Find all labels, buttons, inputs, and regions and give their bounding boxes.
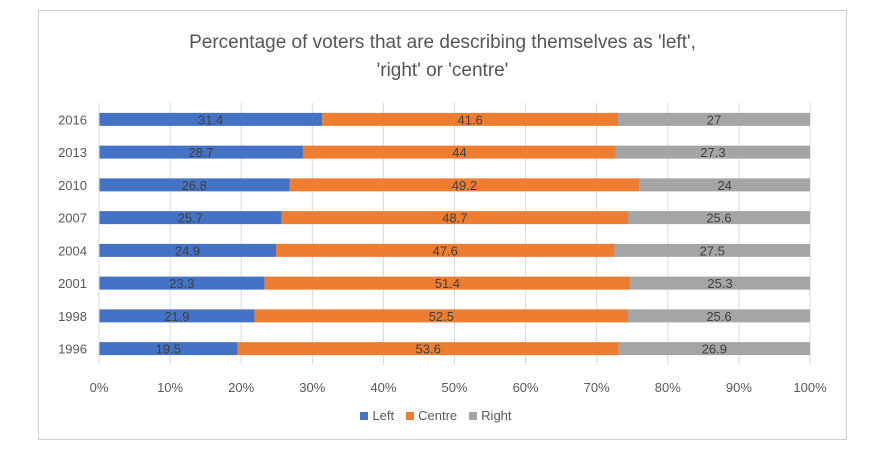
chart-legend: Left Centre Right (0, 408, 872, 423)
x-tick-label: 30% (299, 380, 325, 395)
bar-data-label: 23.3 (169, 276, 194, 291)
bar-data-label: 27.3 (700, 145, 725, 160)
bar-data-label: 24.9 (175, 243, 200, 258)
bar-segment-left (99, 276, 265, 290)
bar-segment-left (99, 243, 277, 257)
bar-segment-left (99, 342, 238, 356)
x-tick-label: 70% (584, 380, 610, 395)
chart-frame: Percentage of voters that are describing… (38, 10, 847, 440)
bar-segment-centre (237, 342, 619, 356)
bar-data-label: 47.6 (433, 243, 458, 258)
bar-data-label: 25.6 (706, 211, 731, 226)
bar-segment-right (630, 276, 810, 290)
legend-item-left: Left (360, 408, 394, 423)
bar-segment-centre (289, 178, 640, 192)
bar-segment-centre (322, 112, 619, 126)
x-tick-label: 90% (726, 380, 752, 395)
x-tick-label: 10% (157, 380, 183, 395)
x-tick-label: 80% (655, 380, 681, 395)
bar-segment-left (99, 309, 255, 323)
bar-data-label: 26.8 (182, 178, 207, 193)
bar-segment-centre (264, 276, 631, 290)
legend-swatch (360, 411, 369, 420)
y-category-label: 2004 (58, 243, 87, 258)
bar-data-label: 53.6 (416, 342, 441, 357)
legend-swatch (406, 411, 415, 420)
bar-data-label: 26.9 (702, 342, 727, 357)
x-tick-label: 20% (228, 380, 254, 395)
legend-label: Centre (418, 408, 458, 423)
bar-data-label: 21.9 (164, 309, 189, 324)
bar-data-label: 27 (707, 112, 721, 127)
bar-data-label: 25.3 (707, 276, 732, 291)
y-category-label: 1996 (58, 342, 87, 357)
chart-title-line-2: 'right' or 'centre' (376, 60, 509, 81)
bar-segment-left (99, 178, 290, 192)
bar-data-label: 24 (717, 178, 731, 193)
bar-data-label: 44 (452, 145, 466, 160)
x-tick-label: 50% (441, 380, 467, 395)
bar-data-label: 19.5 (156, 342, 181, 357)
legend-item-centre: Centre (406, 408, 457, 423)
bar-data-label: 28.7 (188, 145, 213, 160)
chart-title: Percentage of voters that are describing… (39, 29, 846, 85)
bar-segment-right (627, 211, 810, 225)
bar-data-label: 25.6 (706, 309, 731, 324)
y-category-label: 2010 (58, 178, 87, 193)
bar-segment-right (615, 145, 810, 159)
bar-data-label: 31.4 (198, 112, 223, 127)
bar-segment-centre (303, 145, 616, 159)
x-tick-label: 100% (793, 380, 827, 395)
bar-data-label: 52.5 (429, 309, 454, 324)
bar-segment-left (99, 145, 304, 159)
bar-segment-right (639, 178, 810, 192)
bar-segment-right (618, 342, 810, 356)
bar-segment-centre (281, 211, 628, 225)
x-tick-label: 40% (370, 380, 396, 395)
bar-data-label: 48.7 (442, 211, 467, 226)
bar-segment-left (99, 112, 323, 126)
bar-segment-centre (276, 243, 615, 257)
bar-segment-right (618, 112, 810, 126)
bar-data-label: 41.6 (457, 112, 482, 127)
y-category-label: 2013 (58, 145, 87, 160)
legend-swatch (469, 411, 478, 420)
bar-data-label: 25.7 (178, 211, 203, 226)
legend-label: Right (481, 408, 512, 423)
legend-label: Left (372, 408, 395, 423)
x-tick-label: 0% (90, 380, 109, 395)
bar-segment-right (627, 309, 810, 323)
bar-data-label: 51.4 (435, 276, 460, 291)
bar-segment-centre (254, 309, 628, 323)
y-category-label: 2001 (58, 276, 87, 291)
y-category-label: 2016 (58, 112, 87, 127)
bar-segment-right (614, 243, 810, 257)
bar-segment-left (99, 211, 282, 225)
y-category-label: 1998 (58, 309, 87, 324)
legend-item-right: Right (469, 408, 512, 423)
bar-data-label: 49.2 (452, 178, 477, 193)
x-tick-label: 60% (513, 380, 539, 395)
chart-title-line-1: Percentage of voters that are describing… (189, 32, 696, 53)
y-category-label: 2007 (58, 211, 87, 226)
bar-data-label: 27.5 (700, 243, 725, 258)
